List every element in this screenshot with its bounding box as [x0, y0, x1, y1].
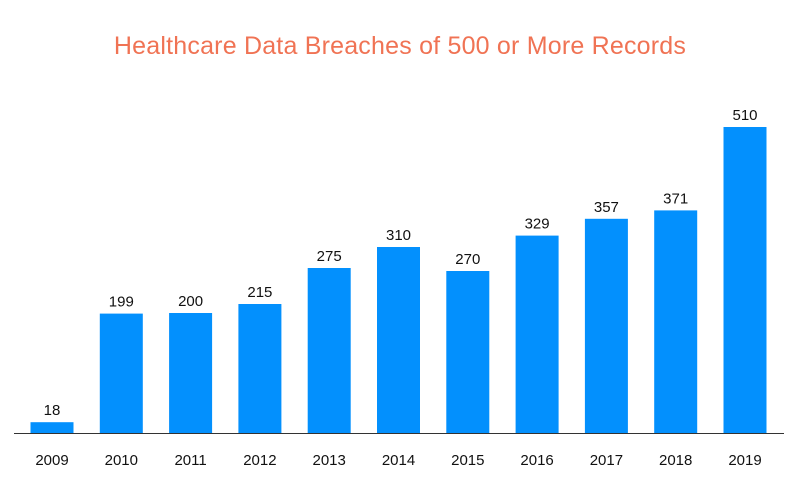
bar-2013 — [307, 268, 351, 433]
data-label-2013: 275 — [317, 248, 342, 265]
x-tick-label-2018: 2018 — [659, 452, 692, 469]
data-label-2015: 270 — [455, 251, 480, 268]
bar-2017 — [584, 218, 628, 433]
x-tick-label-2011: 2011 — [174, 452, 206, 469]
data-label-2017: 357 — [594, 199, 619, 216]
x-tick-label-2019: 2019 — [728, 452, 761, 469]
x-tick-label-2013: 2013 — [313, 452, 346, 469]
x-tick-labels-group: 2009 2010 2011 2012 2013 2014 2015 2016 2017 2018… — [35, 452, 761, 469]
x-tick-label-2015: 2015 — [451, 452, 484, 469]
x-tick-label-2010: 2010 — [105, 452, 138, 469]
data-label-2010: 199 — [109, 294, 134, 311]
bar-2011 — [169, 313, 213, 433]
bar-2016 — [515, 235, 559, 433]
data-label-2012: 215 — [247, 284, 272, 301]
bar-2012 — [238, 304, 282, 433]
bar-2009 — [30, 422, 74, 433]
data-label-2011: 200 — [178, 293, 203, 310]
x-tick-label-2012: 2012 — [243, 452, 276, 469]
data-label-2018: 371 — [663, 190, 688, 207]
x-tick-label-2009: 2009 — [35, 452, 68, 469]
data-label-2014: 310 — [386, 227, 411, 244]
bar-2018 — [654, 210, 698, 433]
bar-2015 — [446, 271, 490, 433]
data-label-2009: 18 — [44, 402, 61, 419]
x-tick-label-2014: 2014 — [382, 452, 415, 469]
data-label-2019: 510 — [732, 107, 757, 124]
x-tick-label-2016: 2016 — [520, 452, 553, 469]
data-labels-group: 18 199 200 215 275 310 270 329 357 371 510 — [44, 107, 758, 419]
bar-2019 — [723, 127, 767, 433]
chart-title: Healthcare Data Breaches of 500 or More … — [113, 32, 687, 60]
x-tick-label-2017: 2017 — [590, 452, 623, 469]
data-label-2016: 329 — [525, 216, 550, 233]
bars-group — [30, 127, 767, 433]
bar-2010 — [99, 313, 143, 433]
bar-2014 — [377, 247, 420, 433]
